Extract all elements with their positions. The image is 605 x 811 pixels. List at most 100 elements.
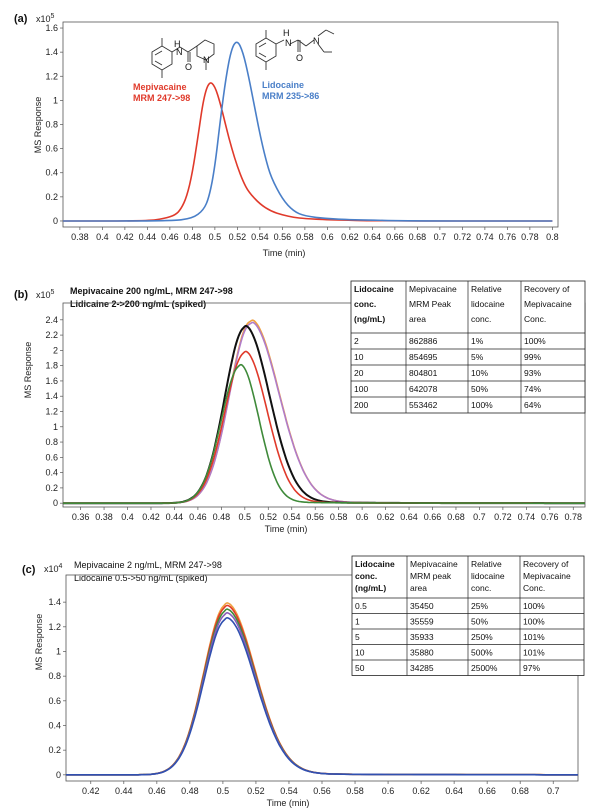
x-tick-label: 0.54 bbox=[283, 512, 301, 522]
y-tick-label: 1.6 bbox=[45, 23, 58, 33]
panel-c-xlabel: Time (min) bbox=[267, 798, 310, 808]
x-tick-label: 0.7 bbox=[434, 232, 447, 242]
x-tick-label: 0.62 bbox=[341, 232, 359, 242]
table-header-cell: conc. bbox=[354, 299, 376, 309]
table-header-cell: (ng/mL) bbox=[354, 314, 385, 324]
x-tick-label: 0.8 bbox=[546, 232, 559, 242]
table-cell: 74% bbox=[524, 384, 541, 394]
x-tick-label: 0.44 bbox=[139, 232, 157, 242]
panel-b: (b) x105 MS Response Time (min) Mepivaca… bbox=[14, 280, 586, 534]
y-tick-label: 0 bbox=[53, 216, 58, 226]
y-tick-label: 1.2 bbox=[48, 622, 61, 632]
x-tick-label: 0.58 bbox=[296, 232, 314, 242]
table-cell: 2500% bbox=[471, 663, 498, 673]
y-tick-label: 0.6 bbox=[45, 144, 58, 154]
x-tick-label: 0.78 bbox=[521, 232, 539, 242]
table-header-cell: Conc. bbox=[523, 583, 545, 593]
panel-c-title-1: Mepivacaine 2 ng/mL, MRM 247->98 bbox=[74, 560, 222, 570]
panel-c-multiplier: x104 bbox=[44, 563, 63, 574]
y-tick-label: 1.4 bbox=[45, 47, 58, 57]
x-tick-label: 0.68 bbox=[447, 512, 465, 522]
y-tick-label: 1 bbox=[56, 646, 61, 656]
table-cell: 35559 bbox=[410, 617, 434, 627]
lidocaine-structure-icon bbox=[255, 29, 335, 70]
panel-a: (a) x105 MS Response Time (min) H N O N bbox=[14, 13, 559, 258]
x-tick-label: 0.54 bbox=[251, 232, 269, 242]
x-tick-label: 0.5 bbox=[239, 512, 252, 522]
y-tick-label: 1.6 bbox=[45, 376, 58, 386]
panel-c-ylabel: MS Response bbox=[34, 614, 44, 671]
x-tick-label: 0.58 bbox=[330, 512, 348, 522]
svg-text:O: O bbox=[185, 62, 192, 72]
y-tick-label: 0.6 bbox=[45, 452, 58, 462]
panel-a-multiplier: x105 bbox=[36, 13, 55, 24]
table-cell: 50% bbox=[471, 384, 488, 394]
y-tick-label: 1.2 bbox=[45, 406, 58, 416]
x-tick-label: 0.48 bbox=[213, 512, 231, 522]
table-header-cell: Recovery of bbox=[523, 559, 569, 569]
x-tick-label: 0.7 bbox=[473, 512, 486, 522]
x-tick-label: 0.42 bbox=[116, 232, 134, 242]
table-cell: 64% bbox=[524, 400, 541, 410]
table-cell: 100% bbox=[523, 601, 545, 611]
x-tick-label: 0.64 bbox=[364, 232, 382, 242]
y-tick-label: 1.4 bbox=[45, 391, 58, 401]
mepivacaine-label: Mepivacaine bbox=[133, 82, 187, 92]
x-tick-label: 0.74 bbox=[476, 232, 494, 242]
x-tick-label: 0.68 bbox=[409, 232, 427, 242]
table-header-cell: conc. bbox=[355, 571, 377, 581]
table-cell: 0.5 bbox=[355, 601, 367, 611]
table-cell: 854695 bbox=[409, 352, 438, 362]
x-tick-label: 0.38 bbox=[95, 512, 113, 522]
y-tick-label: 0.4 bbox=[45, 468, 58, 478]
y-tick-label: 1 bbox=[53, 95, 58, 105]
x-tick-label: 0.46 bbox=[161, 232, 179, 242]
y-tick-label: 0.2 bbox=[45, 192, 58, 202]
table-cell: 50 bbox=[355, 663, 365, 673]
table-header-cell: Relative bbox=[471, 284, 502, 294]
y-tick-label: 1.8 bbox=[45, 361, 58, 371]
x-tick-label: 0.4 bbox=[121, 512, 134, 522]
table-header-cell: lidocaine bbox=[471, 299, 505, 309]
panel-b-ylabel: MS Response bbox=[23, 342, 33, 399]
table-cell: 35933 bbox=[410, 632, 434, 642]
panel-a-label: (a) bbox=[14, 13, 28, 25]
table-cell: 20 bbox=[354, 368, 364, 378]
x-tick-label: 0.78 bbox=[565, 512, 583, 522]
table-cell: 35880 bbox=[410, 648, 434, 658]
panel-c-label: (c) bbox=[22, 564, 36, 576]
x-tick-label: 0.52 bbox=[260, 512, 278, 522]
x-tick-label: 0.5 bbox=[209, 232, 222, 242]
x-tick-label: 0.6 bbox=[356, 512, 369, 522]
table-cell: 642078 bbox=[409, 384, 438, 394]
x-tick-label: 0.66 bbox=[386, 232, 404, 242]
table-cell: 250% bbox=[471, 632, 493, 642]
svg-text:N: N bbox=[285, 38, 292, 48]
series-line-mepivacaine bbox=[63, 82, 553, 222]
x-tick-label: 0.48 bbox=[184, 232, 202, 242]
series-line-lidocaine bbox=[63, 41, 553, 222]
x-tick-label: 0.72 bbox=[454, 232, 472, 242]
panel-c: (c) x104 MS Response Time (min) Mepivaca… bbox=[22, 555, 585, 808]
panel-b-label: (b) bbox=[14, 289, 28, 301]
table-header-cell: area bbox=[409, 314, 426, 324]
x-tick-label: 0.54 bbox=[280, 786, 298, 796]
table-cell: 5 bbox=[355, 632, 360, 642]
y-tick-label: 0.2 bbox=[48, 745, 61, 755]
panel-b-title-1: Mepivacaine 200 ng/mL, MRM 247->98 bbox=[70, 286, 233, 296]
table-cell: 25% bbox=[471, 601, 488, 611]
svg-text:O: O bbox=[296, 53, 303, 63]
table-cell: 553462 bbox=[409, 400, 438, 410]
x-tick-label: 0.76 bbox=[541, 512, 559, 522]
y-tick-label: 2 bbox=[53, 345, 58, 355]
y-tick-label: 0.8 bbox=[45, 120, 58, 130]
table-header-cell: conc. bbox=[471, 314, 491, 324]
x-tick-label: 0.36 bbox=[72, 512, 90, 522]
x-tick-label: 0.52 bbox=[229, 232, 247, 242]
x-tick-label: 0.6 bbox=[321, 232, 334, 242]
x-tick-label: 0.42 bbox=[142, 512, 160, 522]
x-tick-label: 0.64 bbox=[400, 512, 418, 522]
svg-text:N: N bbox=[203, 55, 210, 65]
table-cell: 1 bbox=[355, 617, 360, 627]
